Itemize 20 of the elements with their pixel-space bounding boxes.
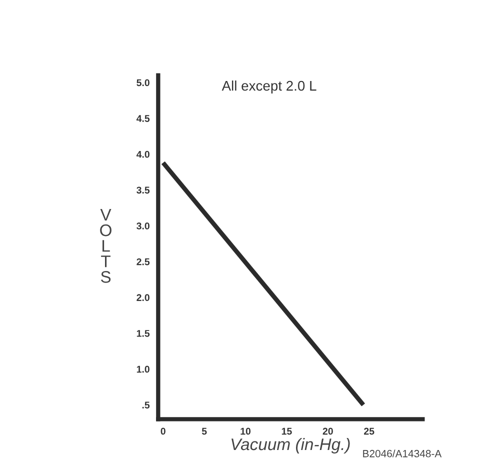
x-tick-label: 10 <box>240 428 251 435</box>
y-axis-title: VOLTS <box>100 209 112 283</box>
x-tick-label: 0 <box>160 428 166 435</box>
y-tick-label: 1.5 <box>136 330 150 337</box>
y-tick-label: 2.0 <box>136 294 150 302</box>
x-tick-label: 20 <box>322 428 333 435</box>
y-tick-label: 1.0 <box>136 366 150 373</box>
y-tick-label: 3.5 <box>136 186 150 194</box>
text: B2046/A14348-A <box>363 450 442 458</box>
x-tick-label: 5 <box>202 428 207 435</box>
chart-title: All except 2.0 L <box>222 80 316 94</box>
y-tick-label: 2.5 <box>136 258 150 266</box>
y-tick-label: 4.0 <box>136 150 150 158</box>
x-tick-label: 15 <box>282 428 292 435</box>
y-tick-label: 4.5 <box>136 115 150 122</box>
x-tick-label: 25 <box>364 428 374 435</box>
y-tick-label: .5 <box>142 402 150 408</box>
x-axis-title: Vacuum (in-Hg.) <box>232 438 350 454</box>
y-tick-label: 5.0 <box>136 79 150 86</box>
y-tick-label: 3.0 <box>136 222 150 230</box>
